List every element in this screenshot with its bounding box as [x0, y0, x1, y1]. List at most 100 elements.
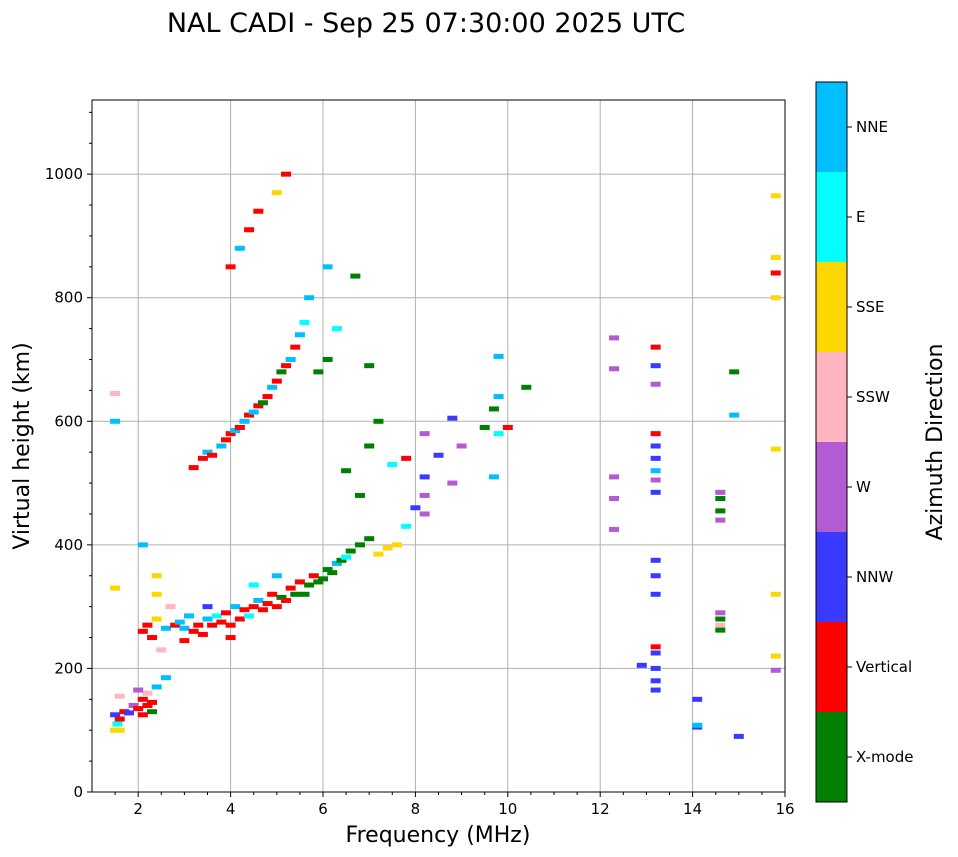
echo-point	[137, 542, 148, 548]
echo-point	[313, 579, 324, 585]
y-tick-label: 600	[54, 412, 83, 430]
echo-point	[262, 601, 273, 607]
echo-point	[151, 684, 162, 690]
echo-point	[609, 526, 620, 532]
echo-point	[147, 699, 158, 705]
colorbar-label: Vertical	[856, 658, 912, 676]
echo-point	[331, 560, 342, 566]
echo-point	[225, 431, 236, 437]
echo-point	[419, 492, 430, 498]
echo-point	[650, 363, 661, 369]
echo-point	[110, 727, 121, 733]
x-axis-title: Frequency (MHz)	[346, 823, 531, 848]
echo-point	[271, 604, 282, 610]
echo-point	[419, 511, 430, 517]
echo-point	[327, 570, 338, 576]
echo-point	[147, 709, 158, 715]
echo-point	[770, 653, 781, 659]
echo-point	[715, 489, 726, 495]
echo-point	[151, 616, 162, 622]
echo-point	[304, 582, 315, 588]
x-tick-label: 12	[591, 800, 610, 818]
y-tick-label: 800	[54, 289, 83, 307]
echo-point	[336, 557, 347, 563]
echo-point	[290, 344, 301, 350]
echo-point	[318, 576, 328, 582]
echo-point	[220, 610, 231, 616]
echo-point	[304, 295, 315, 301]
echo-point	[354, 492, 365, 498]
echo-point	[165, 604, 176, 610]
grid-layer	[92, 100, 785, 792]
echo-point	[110, 390, 121, 396]
echo-point	[650, 431, 661, 437]
echo-point	[142, 690, 153, 696]
echo-point	[373, 551, 384, 557]
echo-point	[345, 548, 356, 554]
echo-point	[521, 384, 532, 390]
echo-point	[650, 455, 661, 461]
echo-point	[234, 245, 245, 251]
echo-point	[225, 635, 236, 641]
colorbar-swatch	[816, 532, 847, 622]
x-tick-label: 8	[411, 800, 421, 818]
y-tick-label: 400	[54, 536, 83, 554]
echo-point	[488, 474, 499, 480]
echo-point	[123, 710, 134, 716]
colorbar-label: E	[856, 208, 865, 226]
echo-point	[609, 474, 620, 480]
echo-point	[267, 591, 278, 597]
echo-point	[373, 418, 384, 424]
echo-point	[650, 573, 661, 579]
echo-point	[248, 582, 259, 588]
echo-point	[197, 455, 208, 461]
echo-point	[715, 616, 726, 622]
echo-point	[248, 604, 259, 610]
echo-point	[401, 455, 412, 461]
echo-point	[387, 462, 398, 468]
axis-ticks: 2 4 6 8 10 12 14 16 0 200 400 600 800 1000	[45, 111, 795, 818]
echo-point	[253, 597, 264, 603]
echo-point	[142, 622, 153, 628]
echo-point	[650, 557, 661, 563]
echo-point	[433, 452, 444, 458]
echo-point	[341, 468, 352, 474]
echo-point	[650, 665, 661, 671]
echo-point	[133, 687, 144, 693]
echo-point	[322, 264, 333, 270]
echo-point	[202, 604, 213, 610]
echo-point	[729, 369, 740, 375]
echo-point	[253, 403, 264, 409]
echo-point	[493, 353, 504, 359]
x-tick-label: 16	[775, 800, 794, 818]
echo-point	[419, 431, 430, 437]
echo-point	[202, 616, 213, 622]
colorbar-swatch	[816, 82, 847, 172]
echo-point	[193, 622, 204, 628]
echo-point	[257, 400, 268, 406]
echo-point	[271, 573, 282, 579]
echo-point	[692, 722, 703, 728]
colorbar-label: SSW	[856, 388, 890, 406]
colorbar-swatch	[816, 622, 847, 712]
echo-point	[410, 505, 421, 511]
echo-point	[267, 384, 278, 390]
echo-point	[151, 591, 162, 597]
echo-point	[770, 255, 781, 261]
echo-point	[447, 415, 458, 421]
y-tick-label: 1000	[45, 165, 83, 183]
echo-point	[112, 721, 123, 727]
colorbar-label: NNW	[856, 568, 893, 586]
echo-point	[341, 554, 352, 560]
echo-point	[650, 344, 661, 350]
echo-point	[313, 369, 324, 375]
echo-point	[151, 573, 162, 579]
colorbar-label: W	[856, 478, 871, 496]
echo-point	[281, 363, 292, 369]
echo-point	[733, 733, 744, 739]
echo-point	[147, 635, 158, 641]
echo-point	[770, 591, 781, 597]
echo-point	[650, 687, 661, 693]
echo-point	[179, 625, 190, 631]
